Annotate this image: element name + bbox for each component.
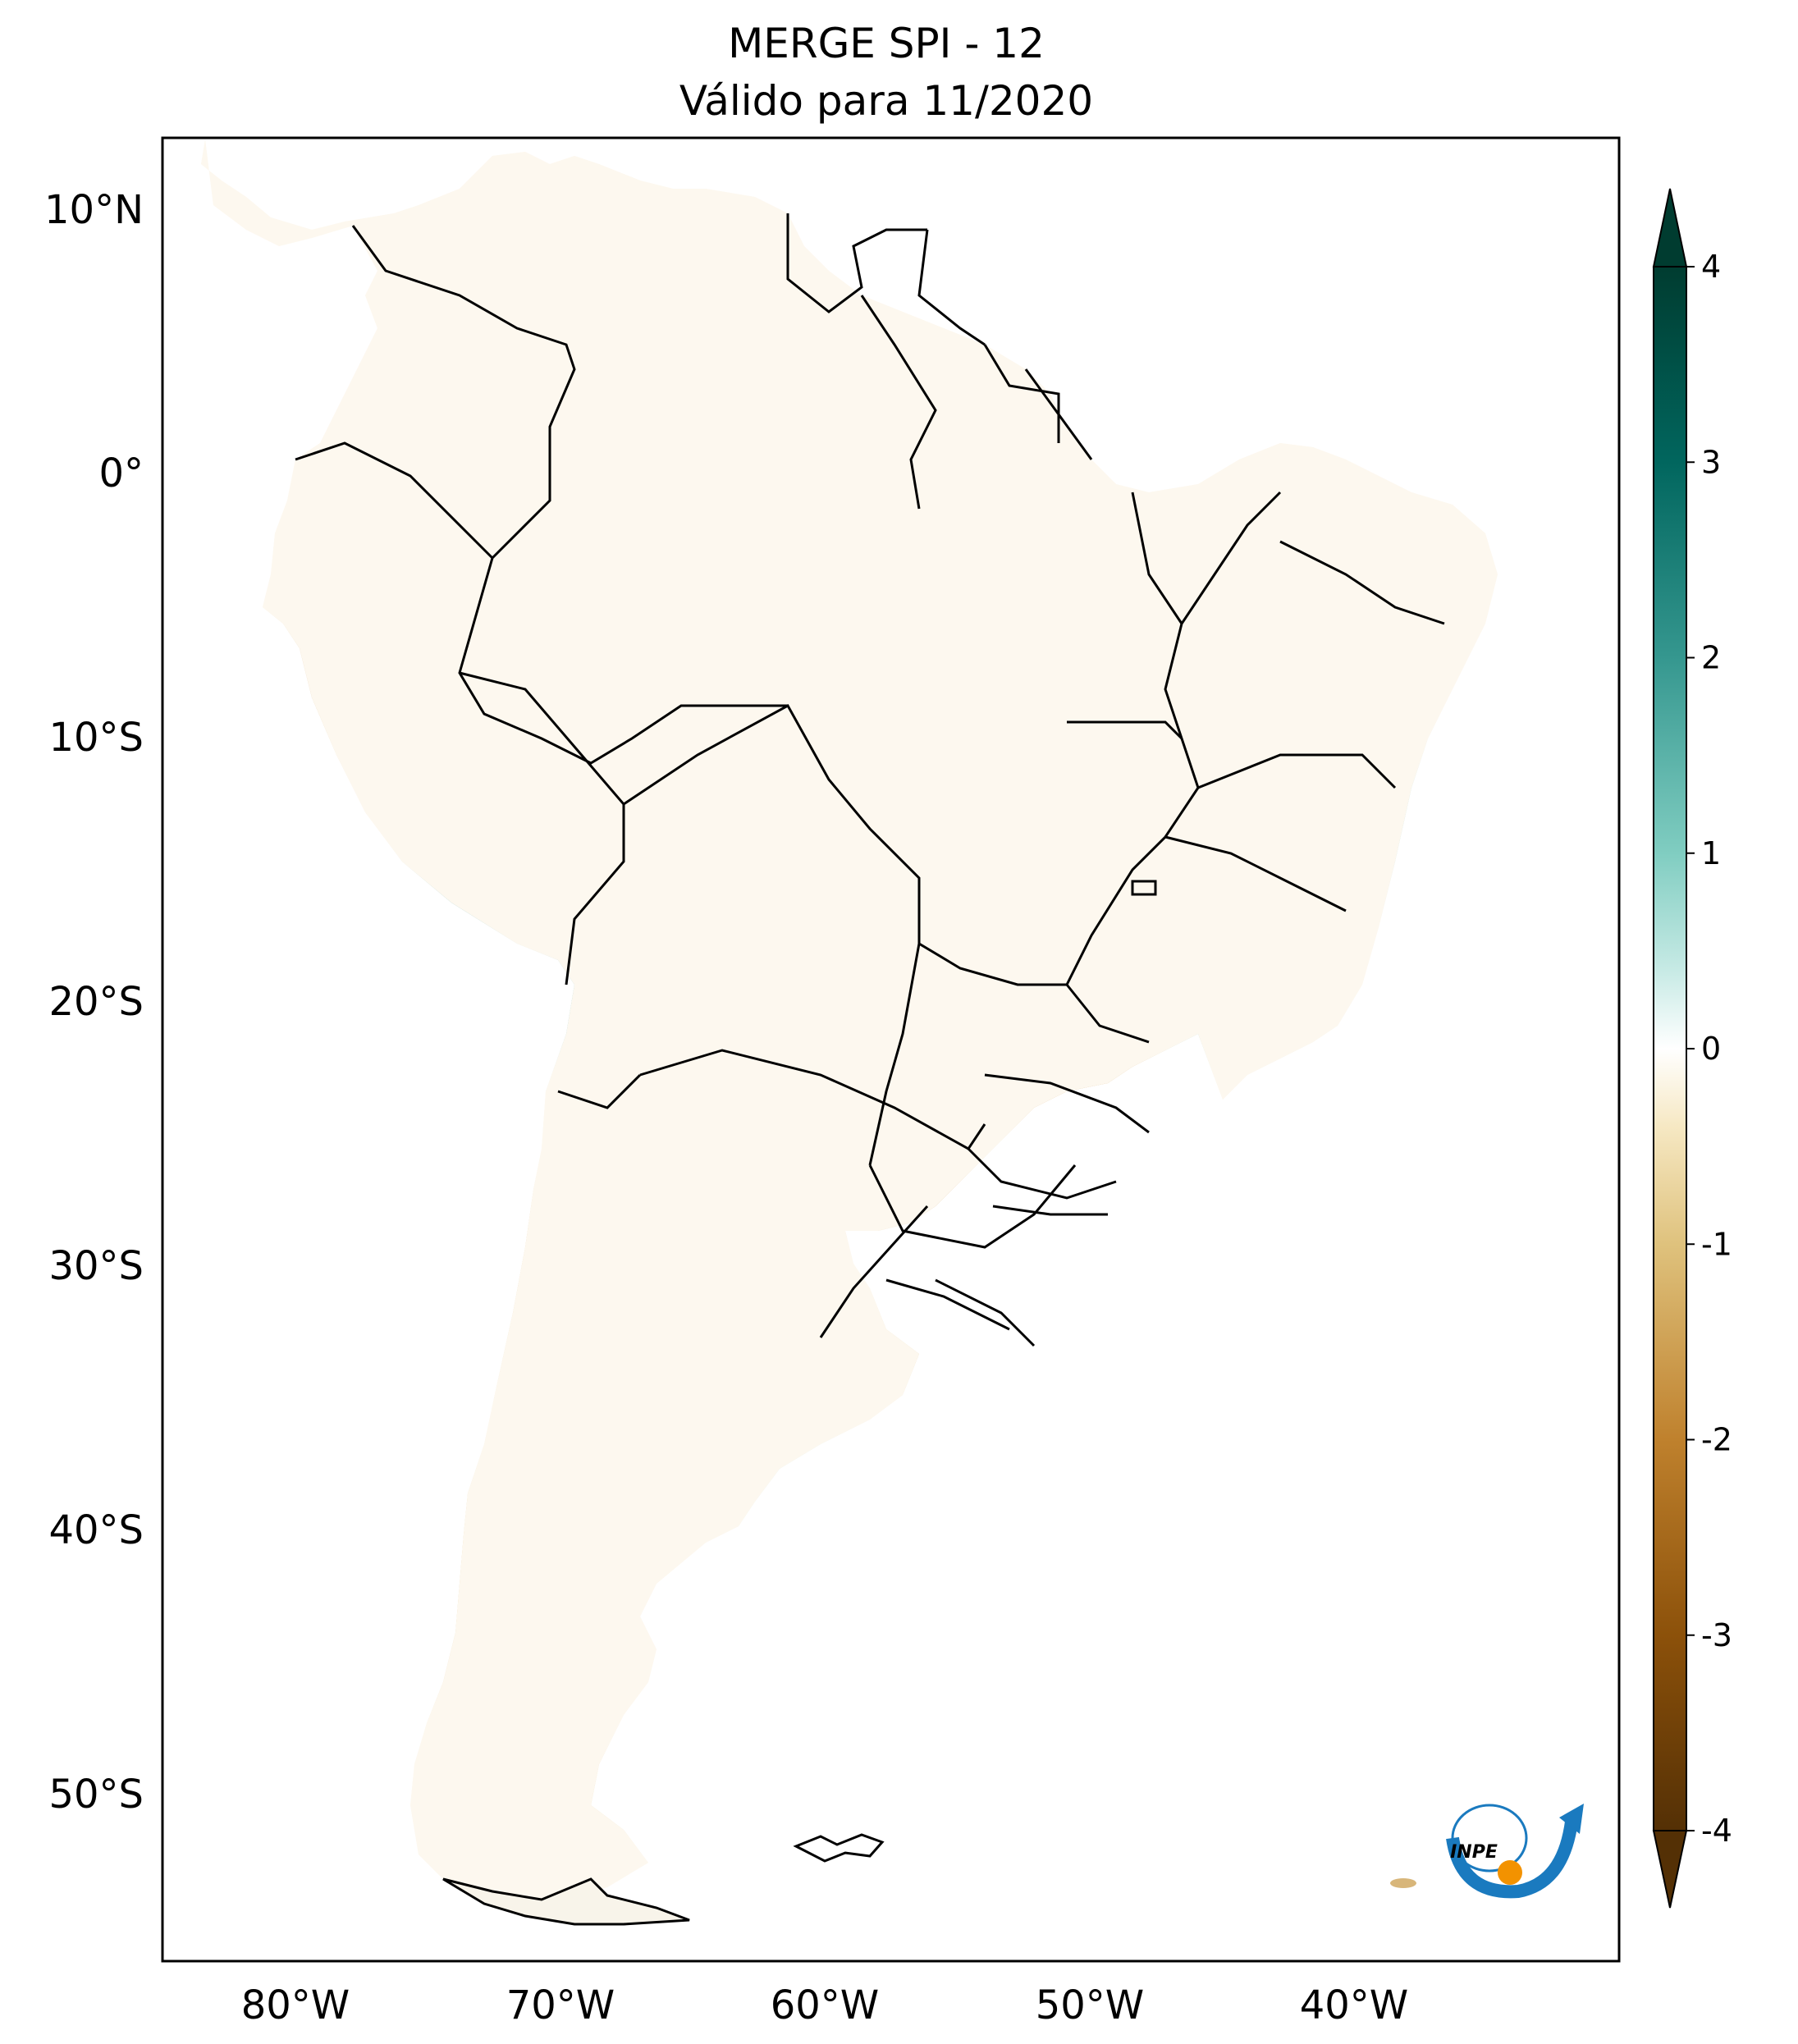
colorbar-tick-label: -2: [1701, 1422, 1732, 1458]
falkland-islands: [793, 1833, 885, 1863]
lon-label-50W: 50°W: [1036, 1982, 1145, 2028]
colorbar-gradient: [1653, 266, 1687, 1831]
inpe-logo-dot: [1498, 1860, 1522, 1885]
colorbar-top-extension: [1652, 188, 1688, 268]
lat-label-0: 0°: [98, 450, 144, 496]
colorbar-tick-label: 3: [1701, 444, 1721, 480]
map-title-line1: MERGE SPI - 12: [728, 20, 1045, 67]
lat-label-30S: 30°S: [48, 1243, 144, 1289]
lat-label-40S: 40°S: [48, 1507, 144, 1553]
south-georgia-island: [1390, 1878, 1416, 1888]
lon-label-70W: 70°W: [506, 1982, 615, 2028]
colorbar-tick-label: -1: [1701, 1226, 1732, 1262]
longitude-axis: 80°W 70°W 60°W 50°W 40°W: [241, 1982, 1409, 2028]
lon-label-80W: 80°W: [241, 1982, 350, 2028]
map-title-line2: Válido para 11/2020: [679, 77, 1093, 125]
lat-label-10N: 10°N: [44, 187, 144, 233]
colorbar-tick-label: 4: [1701, 249, 1721, 285]
country-borders: [295, 213, 1445, 1347]
colorbar-ticks: 4 3 2 1 0 -1 -2 -3 -4: [1686, 249, 1732, 1849]
lon-label-40W: 40°W: [1300, 1982, 1409, 2028]
colorbar-bottom-extension: [1652, 1830, 1688, 1909]
colorbar: 4 3 2 1 0 -1 -2 -3 -4: [1652, 188, 1732, 1909]
colorbar-tick-label: 1: [1701, 835, 1721, 871]
lat-label-20S: 20°S: [48, 979, 144, 1025]
lon-label-60W: 60°W: [771, 1982, 880, 2028]
colorbar-tick-label: -4: [1701, 1813, 1732, 1849]
tierra-del-fuego: [442, 1877, 690, 1926]
colorbar-tick-label: 0: [1701, 1031, 1721, 1067]
latitude-axis: 10°N 0° 10°S 20°S 30°S 40°S 50°S: [44, 187, 144, 1818]
inpe-logo: INPE: [1446, 1804, 1584, 1899]
lat-label-10S: 10°S: [48, 715, 144, 761]
colorbar-tick-label: 2: [1701, 640, 1721, 676]
inpe-logo-text: INPE: [1450, 1842, 1498, 1863]
map-frame: [161, 136, 1621, 1963]
colorbar-tick-label: -3: [1701, 1617, 1732, 1653]
map-panel: [161, 136, 1621, 1963]
lat-label-50S: 50°S: [48, 1772, 144, 1818]
